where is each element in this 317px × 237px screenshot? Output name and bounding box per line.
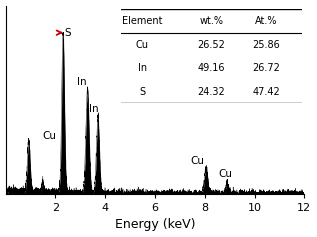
Text: Cu: Cu (42, 131, 56, 141)
Text: S: S (65, 28, 71, 38)
X-axis label: Energy (keV): Energy (keV) (115, 219, 195, 232)
Text: In: In (77, 77, 86, 87)
Text: In: In (89, 104, 99, 114)
Text: Cu: Cu (218, 169, 232, 179)
Text: Cu: Cu (191, 156, 205, 166)
